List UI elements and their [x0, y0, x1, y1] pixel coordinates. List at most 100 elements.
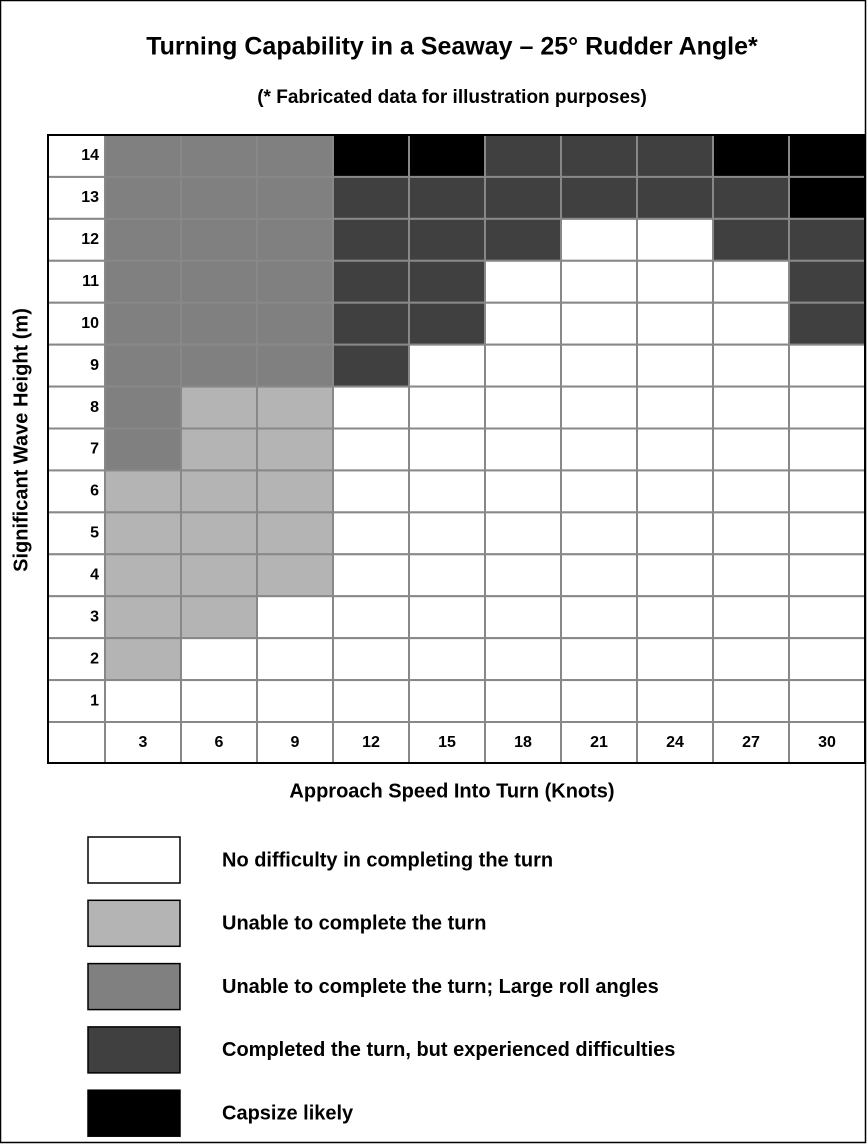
cell	[560, 134, 638, 178]
cell	[104, 385, 182, 430]
cell	[256, 134, 334, 178]
x-tick-label: 3	[139, 734, 148, 751]
y-tick-label: 4	[90, 566, 99, 583]
cell	[484, 301, 562, 346]
y-tick-label: 2	[90, 650, 99, 667]
y-tick-label: 13	[81, 189, 99, 206]
cell	[788, 553, 866, 598]
cell	[712, 553, 790, 598]
cell	[256, 175, 334, 220]
label-cell	[47, 637, 106, 682]
x-label-cell	[104, 721, 182, 764]
cell	[256, 217, 334, 262]
cell	[560, 595, 638, 640]
cell	[332, 175, 410, 220]
cell	[104, 595, 182, 640]
cell	[104, 469, 182, 514]
cell	[788, 679, 866, 723]
cell	[408, 553, 486, 598]
grid-border	[47, 134, 866, 764]
cell	[560, 217, 638, 262]
cell	[332, 301, 410, 346]
cell	[712, 469, 790, 514]
legend-label: Capsize likely	[222, 1102, 354, 1124]
legend-label: Unable to complete the turn; Large roll …	[222, 976, 659, 998]
legend-swatch	[87, 899, 181, 948]
cell	[180, 679, 258, 723]
cell	[484, 134, 562, 178]
x-tick-label: 12	[362, 734, 380, 751]
cell	[788, 469, 866, 514]
cell	[712, 385, 790, 430]
cell	[788, 134, 866, 178]
cell	[712, 511, 790, 556]
cell	[484, 385, 562, 430]
cell	[332, 343, 410, 388]
cell	[104, 637, 182, 682]
legend-swatch	[87, 962, 181, 1011]
cell	[636, 553, 714, 598]
cell	[788, 511, 866, 556]
cell	[104, 134, 182, 178]
cell	[332, 595, 410, 640]
cell	[332, 637, 410, 682]
cell	[332, 385, 410, 430]
x-tick-label: 15	[438, 734, 456, 751]
cell	[560, 427, 638, 472]
cell	[712, 134, 790, 178]
cell	[712, 217, 790, 262]
cell	[636, 259, 714, 304]
x-tick-label: 18	[514, 734, 532, 751]
cell	[180, 217, 258, 262]
cell	[256, 553, 334, 598]
cell	[712, 259, 790, 304]
cell	[636, 595, 714, 640]
cell	[332, 427, 410, 472]
cell	[332, 469, 410, 514]
cell	[256, 343, 334, 388]
cell	[788, 259, 866, 304]
cell	[180, 134, 258, 178]
legend-swatch	[87, 836, 181, 884]
y-tick-label: 12	[81, 231, 99, 248]
cell	[104, 511, 182, 556]
cell	[408, 595, 486, 640]
cell	[408, 259, 486, 304]
y-tick-label: 14	[81, 147, 99, 164]
cell	[712, 595, 790, 640]
legend-label: Completed the turn, but experienced diff…	[222, 1039, 675, 1061]
cell	[636, 427, 714, 472]
cell	[636, 175, 714, 220]
cell	[256, 511, 334, 556]
cell	[484, 343, 562, 388]
cell	[104, 259, 182, 304]
x-tick-label: 9	[291, 734, 300, 751]
cell	[104, 553, 182, 598]
cell	[256, 301, 334, 346]
cell	[484, 679, 562, 723]
legend-label: Unable to complete the turn	[222, 913, 486, 935]
cell	[104, 679, 182, 723]
cell	[408, 217, 486, 262]
cell	[408, 511, 486, 556]
cell	[104, 175, 182, 220]
cell	[712, 637, 790, 682]
chart-title: Turning Capability in a Seaway – 25° Rud…	[146, 33, 758, 61]
cell	[180, 469, 258, 514]
cell	[788, 175, 866, 220]
cell	[484, 217, 562, 262]
y-tick-label: 9	[90, 357, 99, 374]
cell	[560, 259, 638, 304]
cell	[180, 175, 258, 220]
cell	[256, 385, 334, 430]
cell	[332, 134, 410, 178]
x-label-cell	[560, 721, 638, 764]
cell	[636, 385, 714, 430]
cell	[256, 469, 334, 514]
cell	[408, 134, 486, 178]
y-tick-label: 11	[82, 273, 99, 290]
cell	[636, 301, 714, 346]
cell	[560, 553, 638, 598]
x-tick-label: 27	[742, 734, 760, 751]
cell	[256, 259, 334, 304]
